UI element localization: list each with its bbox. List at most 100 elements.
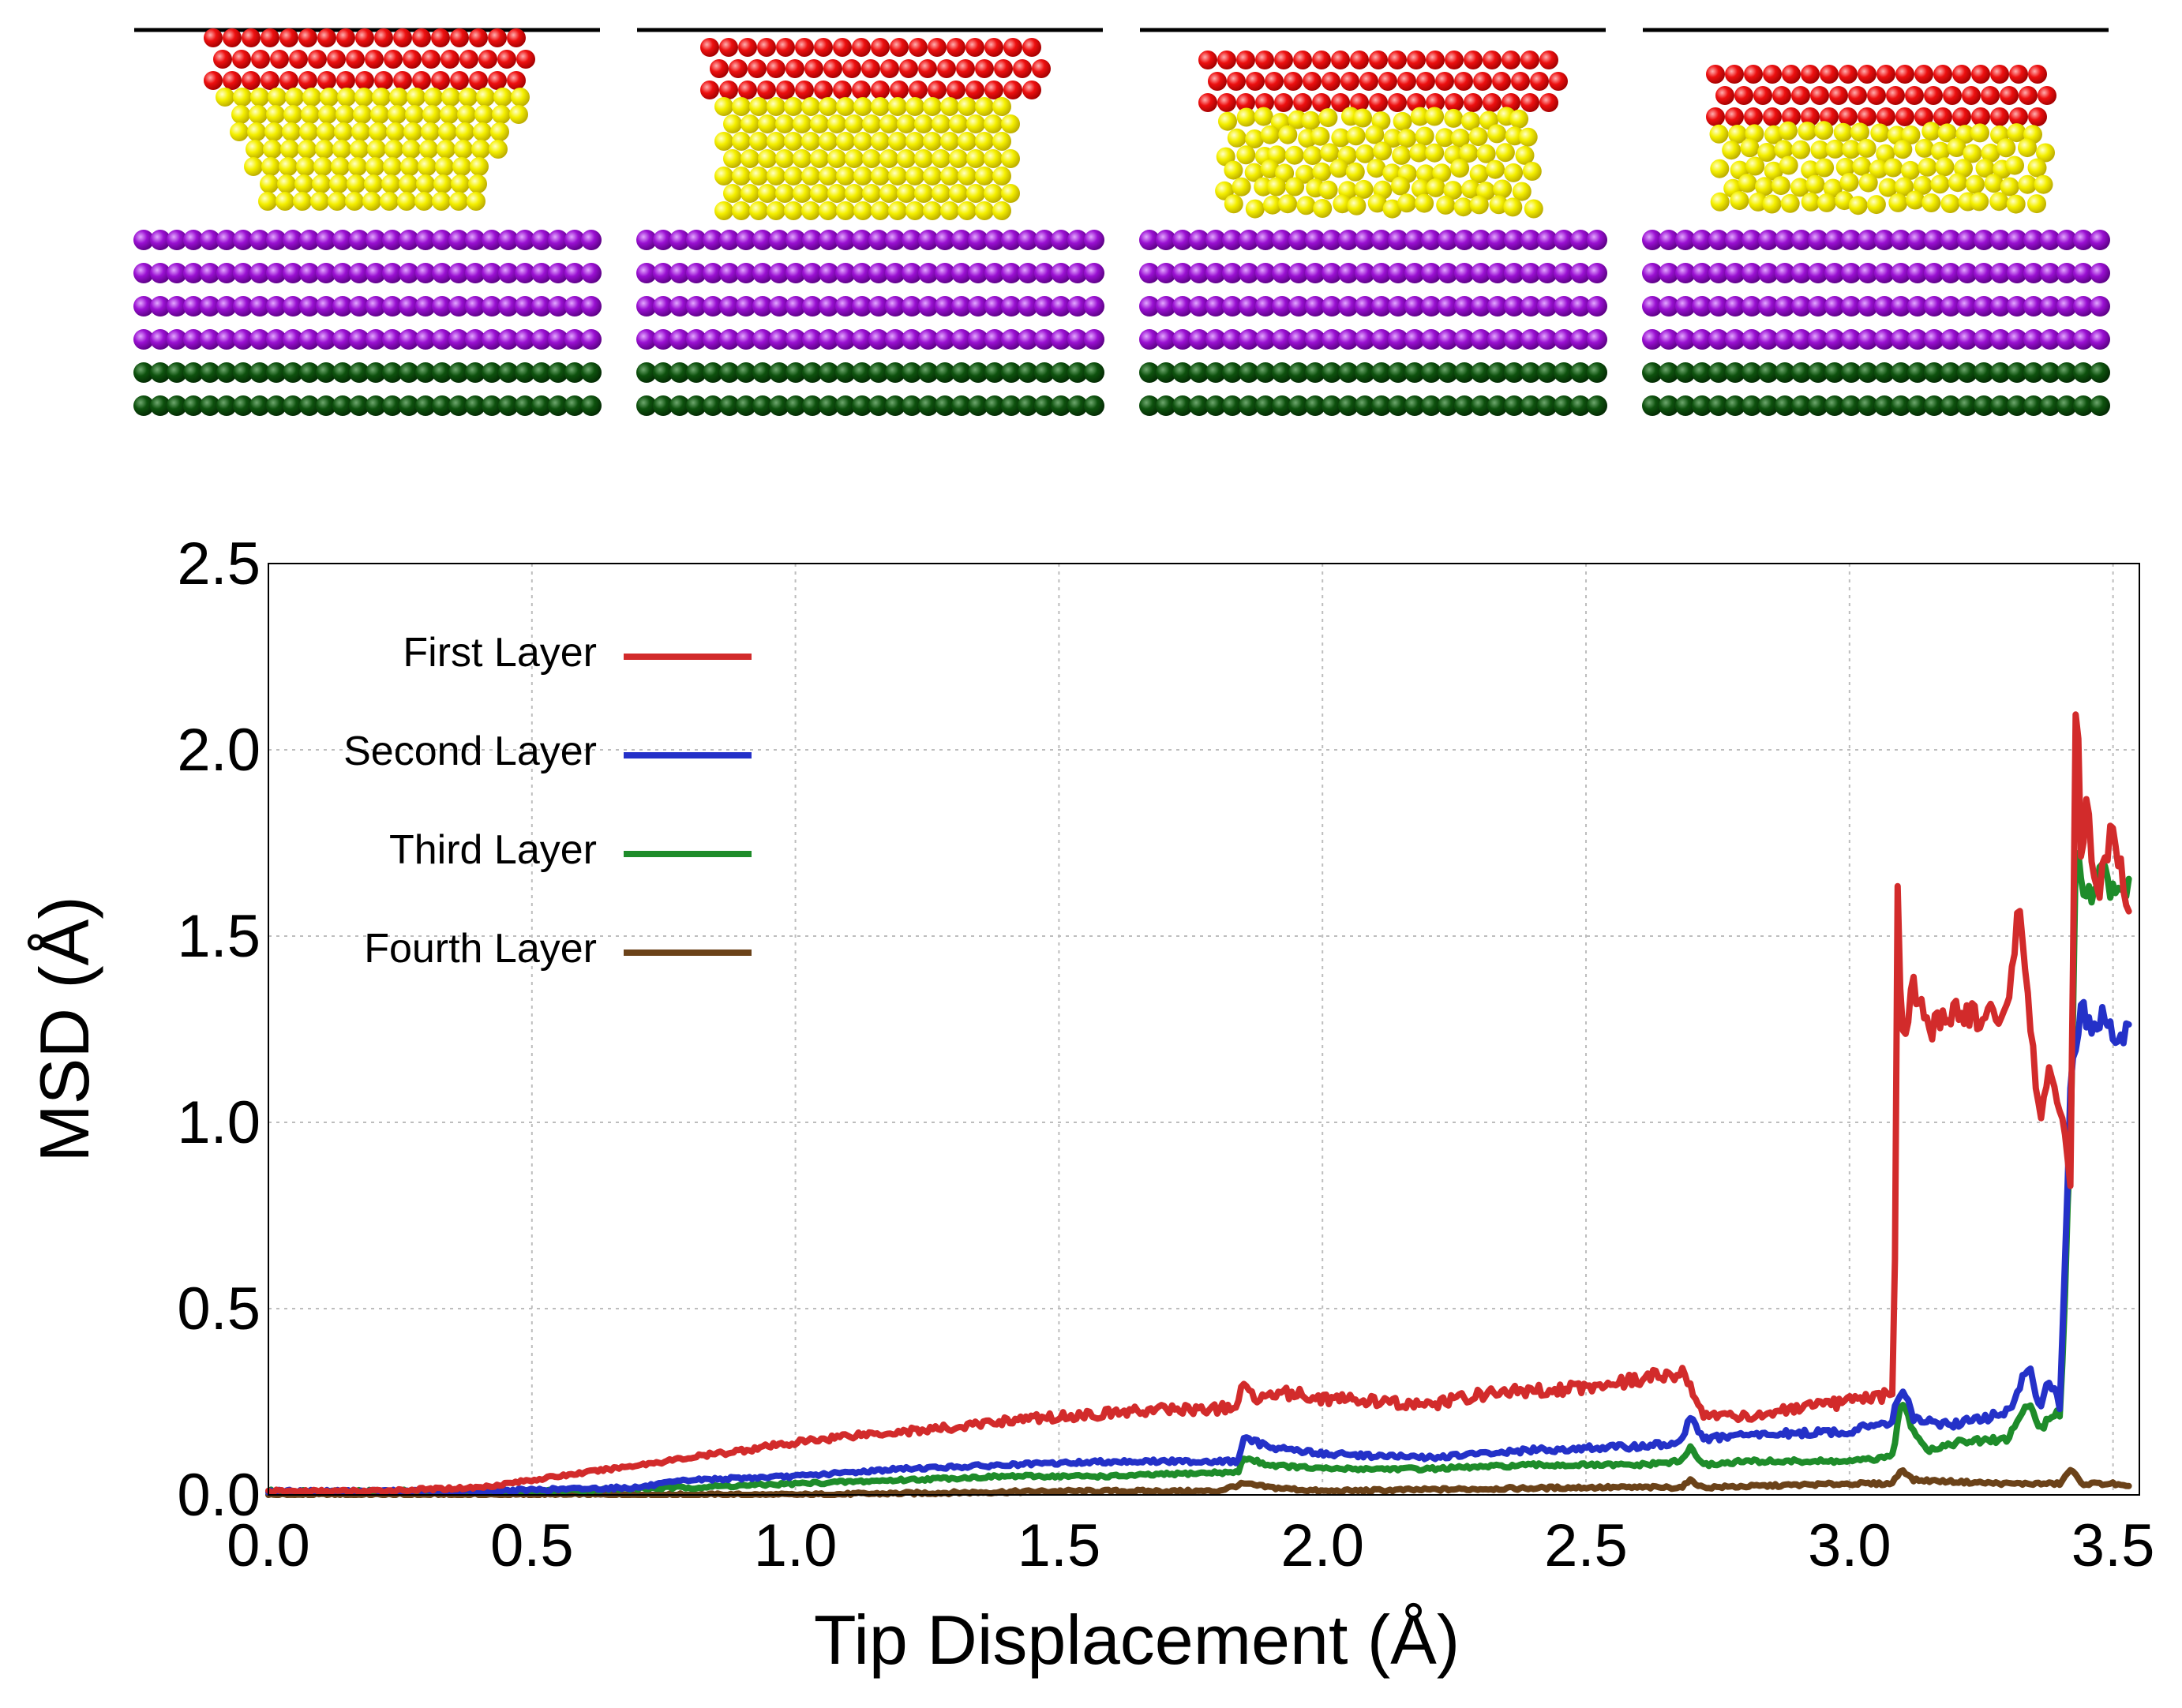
atom (1824, 263, 1845, 283)
atom (548, 263, 568, 283)
atom (260, 174, 279, 193)
atom (1504, 362, 1524, 383)
atom (564, 395, 585, 416)
atom (354, 88, 373, 107)
atom (2000, 86, 2019, 105)
atom (732, 97, 751, 116)
atom (498, 362, 519, 383)
atom (473, 122, 492, 141)
atom (1907, 263, 1928, 283)
atom (366, 296, 386, 317)
atom (653, 230, 673, 250)
atom (490, 122, 509, 141)
atom (958, 97, 977, 116)
atom (296, 157, 315, 176)
atom (793, 149, 812, 168)
atom (1222, 395, 1243, 416)
atom (313, 157, 332, 176)
atom (686, 230, 707, 250)
atom (1774, 140, 1794, 159)
atom (1018, 263, 1038, 283)
atom (454, 140, 473, 159)
atom (1222, 329, 1243, 350)
atom (1084, 395, 1104, 416)
atom (1905, 86, 1924, 105)
atom (862, 184, 881, 203)
atom (2056, 263, 2077, 283)
atom (1888, 193, 1908, 212)
atom (975, 59, 994, 78)
atom (1948, 173, 1967, 193)
atom (1758, 362, 1779, 383)
atom (1824, 329, 1845, 350)
atom (1355, 296, 1375, 317)
atom (888, 201, 907, 220)
atom (1520, 362, 1541, 383)
atom (1779, 155, 1798, 175)
atom (719, 296, 740, 317)
atom (1791, 329, 1812, 350)
atom (299, 395, 320, 416)
atom (1940, 395, 1961, 416)
atom (412, 28, 431, 47)
atom (1443, 181, 1463, 200)
atom (515, 230, 535, 250)
atom (498, 395, 519, 416)
atom (885, 296, 905, 317)
x-tick-label: 3.5 (2071, 1512, 2155, 1579)
atom (958, 167, 977, 185)
atom (1876, 65, 1895, 84)
atom (951, 296, 972, 317)
atom (1801, 160, 1820, 180)
atom (905, 201, 924, 220)
atom (758, 184, 777, 203)
atom (1963, 144, 1982, 163)
atom (498, 296, 519, 317)
atom (1504, 296, 1524, 317)
atom (905, 97, 924, 116)
atom (868, 230, 889, 250)
atom (1018, 362, 1038, 383)
atom (230, 122, 249, 141)
atom (871, 81, 890, 99)
atom (949, 114, 968, 133)
atom (258, 192, 277, 211)
atom (1833, 122, 1853, 142)
atom (1914, 138, 1934, 158)
atom (531, 296, 552, 317)
atom (1172, 230, 1193, 250)
atom (992, 201, 1011, 220)
atom (1974, 296, 1994, 317)
atom (1554, 296, 1574, 317)
atom (383, 157, 402, 176)
atom (451, 174, 470, 193)
atom (1858, 173, 1878, 193)
atom (1354, 179, 1374, 199)
atom (299, 296, 320, 317)
atom (1642, 362, 1663, 383)
atom (1734, 86, 1753, 105)
atom (879, 184, 898, 203)
atom (1034, 329, 1055, 350)
atom (133, 395, 154, 416)
atom (736, 395, 756, 416)
atom (1940, 329, 1961, 350)
atom (669, 362, 690, 383)
atom (827, 149, 846, 168)
atom (366, 157, 384, 176)
atom (435, 157, 454, 176)
atom (736, 230, 756, 250)
atom (1487, 296, 1508, 317)
atom (1858, 329, 1878, 350)
atom (1198, 51, 1217, 69)
atom (452, 157, 471, 176)
atom (879, 114, 898, 133)
atom (1725, 296, 1745, 317)
atom (1775, 329, 1795, 350)
atom (1738, 174, 1757, 193)
atom (965, 38, 984, 57)
atom (1350, 93, 1369, 112)
atom (1310, 126, 1330, 146)
atom (1301, 110, 1321, 130)
atom (1808, 263, 1828, 283)
